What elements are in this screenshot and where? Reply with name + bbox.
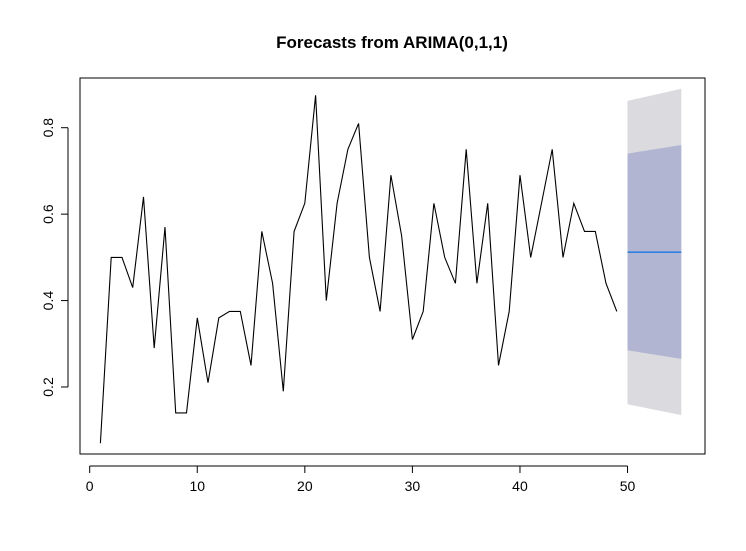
x-tick-label-30: 30	[405, 478, 421, 494]
x-tick-label-20: 20	[297, 478, 313, 494]
y-tick-label-0.2: 0.2	[40, 377, 56, 397]
y-tick-label-0.8: 0.8	[40, 118, 56, 138]
x-tick-label-40: 40	[512, 478, 528, 494]
series-lines	[99, 95, 618, 444]
chart-title: Forecasts from ARIMA(0,1,1)	[276, 33, 508, 52]
series-line-0	[99, 95, 618, 444]
x-tick-label-0: 0	[86, 478, 94, 494]
x-axis: 0 10 20 30 40 50	[86, 465, 636, 494]
x-tick-label-50: 50	[620, 478, 636, 494]
plot-frame	[79, 77, 706, 455]
y-axis: 0.2 0.4 0.6 0.8	[40, 118, 69, 397]
y-tick-label-0.6: 0.6	[40, 204, 56, 224]
x-tick-label-10: 10	[189, 478, 205, 494]
y-tick-label-0.4: 0.4	[40, 291, 56, 311]
